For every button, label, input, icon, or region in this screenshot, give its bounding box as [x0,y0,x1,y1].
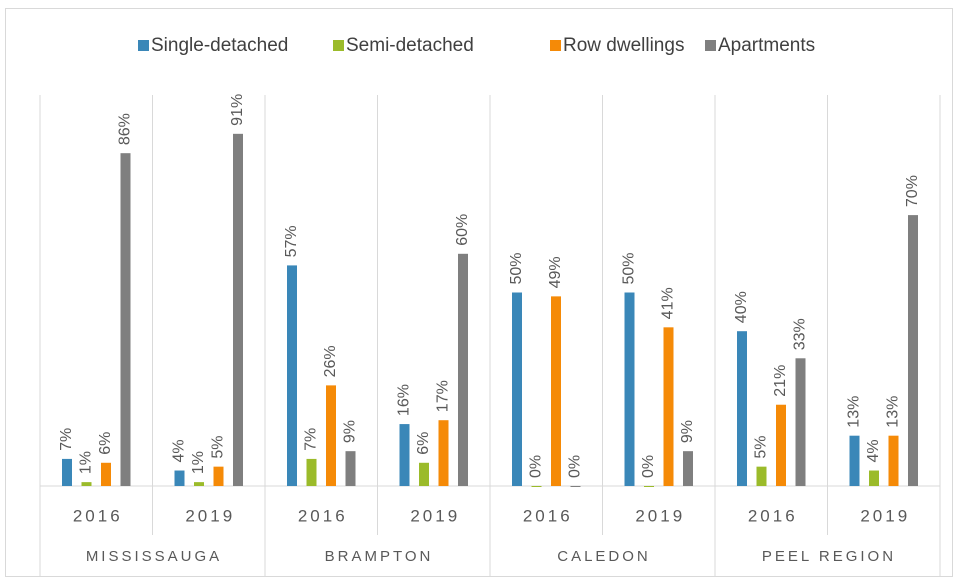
data-label: 1% [78,451,95,474]
bar [194,482,204,486]
legend-swatch [138,40,149,51]
legend-swatch [550,40,561,51]
bar [908,215,918,486]
x-tick-label: 2019 [635,506,685,525]
x-tick-label: 2016 [73,506,123,525]
x-tick-label: 2016 [748,506,798,525]
bar [624,292,635,486]
data-label: 9% [342,420,359,443]
legend-label: Row dwellings [563,35,684,56]
bar [287,265,297,486]
bar [551,296,561,486]
bar [81,482,92,486]
bar [458,253,468,486]
data-label: 0% [567,455,584,478]
bar [419,462,429,486]
data-label: 6% [97,432,114,455]
data-label: 49% [547,256,564,288]
bar [737,331,747,486]
bar [531,486,542,487]
data-label: 4% [171,439,188,462]
data-label: 91% [229,94,246,126]
bar [306,458,317,486]
bar [62,458,72,486]
legend-label: Apartments [718,35,815,56]
bar [683,451,693,486]
bar [644,486,654,487]
chart-border [5,8,953,577]
bar [326,385,336,486]
x-tick-label: 2019 [860,506,910,525]
x-tick-label: 2016 [298,506,348,525]
data-label: 57% [283,225,300,257]
bar [233,133,243,486]
data-label: 70% [904,175,921,207]
legend-label: Semi-detached [346,35,474,56]
x-tick-label: 2019 [185,506,235,525]
data-label: 7% [303,428,320,451]
bar [345,451,356,486]
data-label: 0% [528,455,545,478]
data-label: 16% [396,384,413,416]
x-tick-label: 2016 [523,506,573,525]
data-label: 13% [846,396,863,428]
bar [795,358,806,486]
bar [570,486,581,487]
data-label: 41% [660,287,677,319]
bar [849,435,860,486]
bar [776,404,786,486]
data-label: 5% [210,436,227,459]
data-label: 6% [415,432,432,455]
bar [438,420,449,486]
legend-swatch [333,40,344,51]
bar [120,153,131,486]
data-label: 0% [640,455,657,478]
bar [512,292,522,486]
group-label: PEEL REGION [762,548,896,565]
legend-label: Single-detached [151,35,288,56]
data-label: 9% [679,420,696,443]
bar [399,424,410,486]
data-label: 13% [885,396,902,428]
data-label: 4% [865,439,882,462]
data-label: 40% [733,291,750,323]
data-label: 60% [454,214,471,246]
data-label: 21% [772,365,789,397]
bar [869,470,879,486]
bar [663,327,674,486]
bar [756,466,767,486]
group-label: CALEDON [557,548,651,565]
bar [101,462,111,486]
data-label: 7% [58,428,75,451]
data-label: 5% [753,436,770,459]
bar [213,466,224,486]
bar [888,435,899,486]
data-label: 17% [435,380,452,412]
data-label: 86% [117,113,134,145]
data-label: 26% [322,345,339,377]
group-label: BRAMPTON [325,548,434,565]
group-label: MISSISSAUGA [86,548,222,565]
data-label: 50% [621,252,638,284]
data-label: 33% [792,318,809,350]
bar [174,470,185,486]
x-tick-label: 2019 [410,506,460,525]
data-label: 50% [508,252,525,284]
data-label: 1% [190,451,207,474]
legend-swatch [705,40,716,51]
